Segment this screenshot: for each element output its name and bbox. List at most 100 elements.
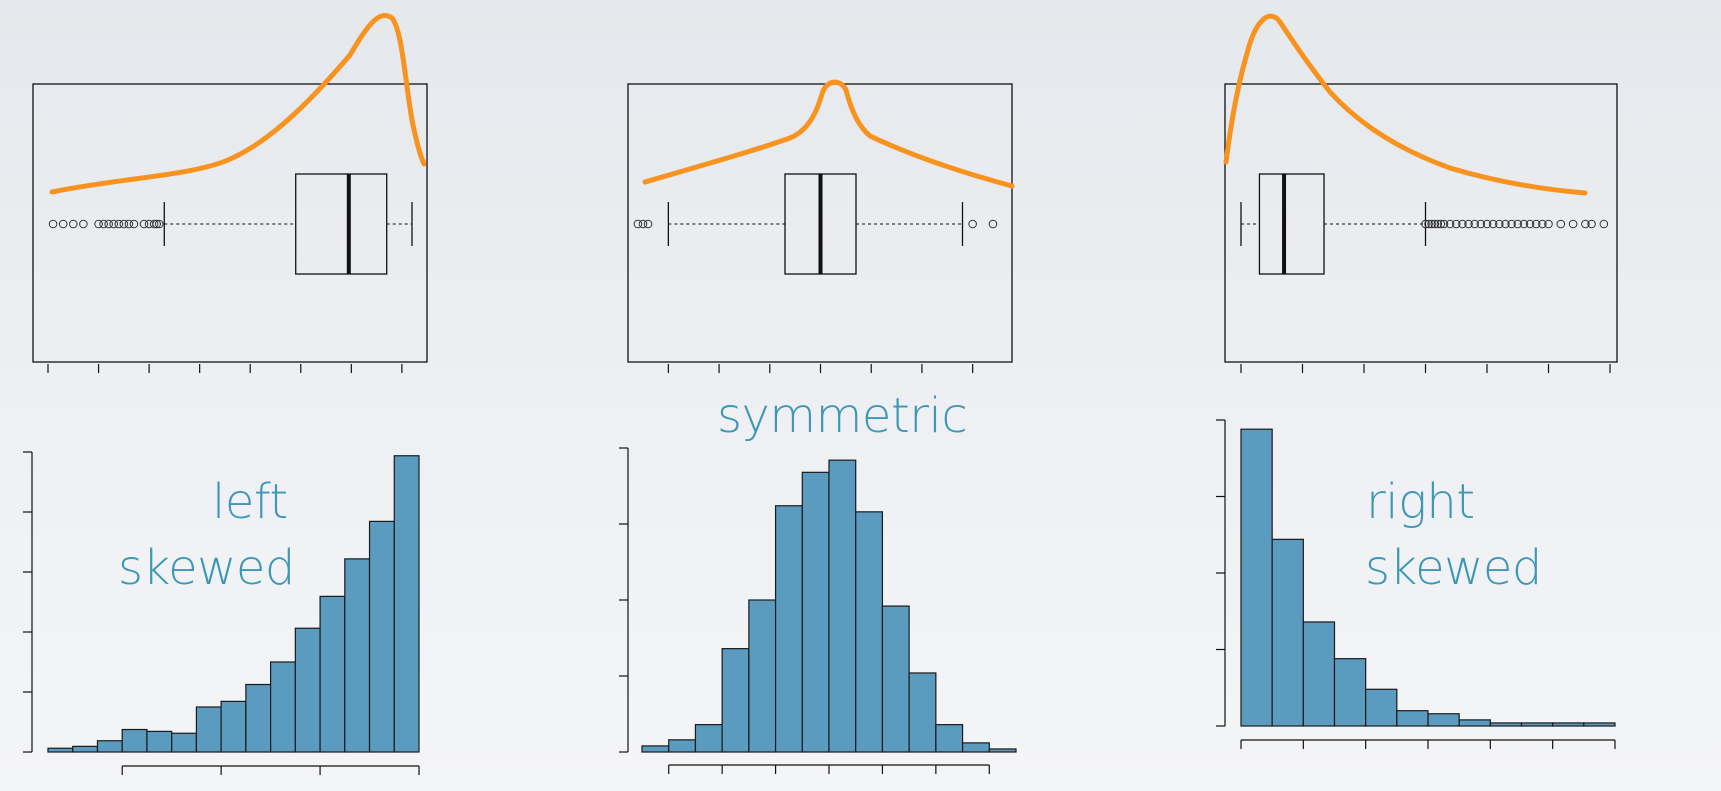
histogram-bar bbox=[195, 706, 222, 753]
outlier-point bbox=[1531, 219, 1541, 229]
histogram-panel-3 bbox=[1216, 419, 1616, 749]
histogram-bar bbox=[1302, 621, 1336, 727]
outlier-point bbox=[1495, 219, 1504, 229]
histogram-bar bbox=[1271, 538, 1304, 727]
box-iqr bbox=[295, 173, 388, 275]
density-curve-3 bbox=[1223, 13, 1588, 196]
outlier-point bbox=[129, 219, 139, 229]
outlier-point bbox=[1501, 219, 1510, 229]
outlier-point bbox=[1421, 219, 1430, 229]
outlier-point bbox=[1538, 219, 1547, 229]
box-iqr bbox=[1258, 173, 1325, 275]
histogram-bar bbox=[694, 724, 723, 753]
outlier-point bbox=[1458, 219, 1467, 229]
histogram-bar bbox=[801, 471, 830, 753]
histogram-bar bbox=[245, 683, 272, 753]
outlier-point bbox=[68, 219, 78, 229]
histogram-bar bbox=[1489, 722, 1523, 727]
outlier-point bbox=[1581, 219, 1590, 229]
histogram-bar bbox=[1520, 722, 1554, 727]
histogram-bar bbox=[748, 599, 777, 753]
histogram-bar bbox=[774, 505, 803, 753]
outlier-point bbox=[988, 219, 998, 229]
density-curve-1 bbox=[49, 13, 427, 195]
boxplot-frame bbox=[32, 83, 428, 363]
outlier-point bbox=[1433, 219, 1443, 229]
histogram-bar bbox=[1458, 719, 1491, 727]
histogram-bar bbox=[72, 745, 99, 753]
outlier-point bbox=[1488, 219, 1498, 229]
histogram-panel-1 bbox=[23, 451, 420, 775]
label-skewed-right: skewed bbox=[1365, 540, 1542, 596]
outlier-point bbox=[58, 219, 68, 229]
histogram-bar bbox=[641, 745, 670, 753]
outlier-point bbox=[1424, 219, 1433, 229]
histogram-bar bbox=[961, 742, 990, 753]
boxplot-panel-3 bbox=[1224, 83, 1618, 373]
outlier-point bbox=[109, 219, 119, 229]
outlier-point bbox=[1464, 219, 1473, 229]
outlier-point bbox=[154, 219, 164, 229]
outlier-point bbox=[94, 219, 103, 229]
outlier-point bbox=[1556, 219, 1566, 229]
outlier-point bbox=[114, 219, 124, 229]
histogram-bar bbox=[1365, 688, 1398, 727]
outlier-point bbox=[1599, 219, 1609, 229]
outlier-point bbox=[1519, 219, 1529, 229]
outlier-point bbox=[1470, 219, 1479, 229]
outlier-point bbox=[1544, 219, 1553, 229]
histogram-bar bbox=[121, 728, 148, 753]
outlier-point bbox=[1525, 219, 1535, 229]
boxplot-frame bbox=[1224, 83, 1618, 363]
histogram-bar bbox=[393, 455, 420, 753]
histogram-bar bbox=[828, 459, 857, 753]
outlier-point bbox=[99, 219, 108, 229]
outlier-point bbox=[48, 219, 58, 229]
outlier-point bbox=[643, 219, 653, 229]
outlier-point bbox=[1445, 219, 1455, 229]
outlier-point bbox=[633, 219, 643, 229]
label-skewed-left: skewed bbox=[118, 540, 295, 596]
outlier-point bbox=[1587, 219, 1596, 229]
outlier-point bbox=[1482, 219, 1492, 229]
histogram-bar bbox=[270, 661, 296, 753]
histogram-bar bbox=[668, 739, 697, 753]
histogram-bar bbox=[368, 520, 395, 753]
histogram-bar bbox=[1396, 710, 1429, 727]
histogram-bar bbox=[146, 730, 173, 753]
histogram-bar bbox=[908, 672, 937, 753]
outlier-point bbox=[1513, 219, 1523, 229]
outlier-point bbox=[1427, 219, 1436, 229]
histogram-bar bbox=[935, 724, 964, 753]
boxplot-panel-1 bbox=[32, 83, 428, 373]
outlier-point bbox=[1507, 219, 1516, 229]
density-curve-2 bbox=[642, 79, 1015, 189]
outlier-point bbox=[968, 219, 977, 229]
outlier-point bbox=[152, 219, 161, 229]
histogram-bar bbox=[1427, 713, 1460, 727]
histogram-bar bbox=[721, 648, 750, 753]
outlier-point bbox=[124, 219, 134, 229]
label-right: right bbox=[1366, 474, 1475, 530]
outlier-point bbox=[638, 219, 648, 229]
outlier-point bbox=[119, 219, 129, 229]
histogram-panel-2 bbox=[619, 447, 1017, 774]
histogram-bar bbox=[171, 732, 198, 753]
histogram-bar bbox=[1333, 658, 1367, 727]
histogram-bar bbox=[220, 700, 247, 753]
histogram-bar bbox=[96, 740, 123, 753]
outlier-point bbox=[1439, 219, 1449, 229]
outlier-point bbox=[1451, 219, 1461, 229]
outlier-point bbox=[1436, 219, 1446, 229]
histogram-bar bbox=[881, 605, 910, 753]
outlier-point bbox=[1476, 219, 1486, 229]
histogram-bar bbox=[294, 627, 321, 753]
outlier-point bbox=[104, 219, 113, 229]
histogram-bar bbox=[47, 747, 74, 753]
label-symmetric: symmetric bbox=[717, 388, 968, 444]
boxplot-frame bbox=[627, 83, 1013, 363]
histogram-bar bbox=[319, 595, 346, 753]
histogram-bar bbox=[855, 511, 884, 753]
outlier-point bbox=[1568, 219, 1578, 229]
